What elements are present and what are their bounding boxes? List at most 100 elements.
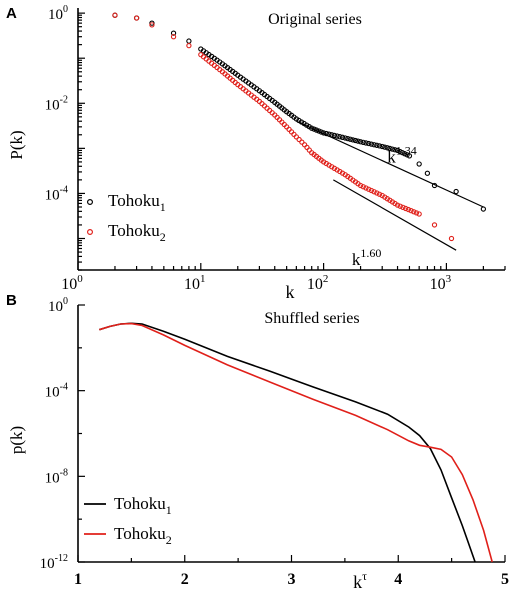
panel-b-axes: 1 2 3 4 5 100 10-4 10-8 10-12 kτ [40, 296, 509, 592]
panel-a-point [366, 140, 372, 147]
panel-b-label: B [6, 292, 17, 309]
panel-a-point [339, 134, 346, 140]
panel-a-point [371, 189, 377, 195]
panel-a-point [416, 211, 422, 217]
panel-b-y-tick-label: 10-8 [45, 467, 68, 486]
panel-a-point [296, 136, 302, 143]
panel-a-point [329, 132, 335, 138]
panel-a-legend: Tohoku1 Tohoku2 [86, 191, 166, 244]
panel-b-legend-label: Tohoku1 [114, 494, 172, 517]
panel-a-legend-label: Tohoku1 [108, 191, 166, 214]
panel-a-point [357, 182, 364, 189]
panel-a-point [186, 38, 192, 44]
panel-a-point [347, 136, 353, 142]
panel-a-point [326, 131, 332, 137]
panel-a-point [170, 30, 177, 36]
panel-b-x-tick-label: 4 [394, 571, 402, 588]
panel-a-point [374, 142, 380, 148]
panel-a-point [350, 137, 356, 143]
panel-b-y-tick-label: 100 [48, 296, 68, 315]
panel-a-point [368, 141, 375, 147]
panel-a-point [133, 15, 140, 21]
panel-a-point [299, 139, 305, 145]
panel-a-point [400, 204, 406, 210]
panel-a-axes: 100 101 102 103 100 10-2 10-4 [45, 4, 506, 293]
panel-a-point [405, 206, 412, 213]
panel-b-x-tick-label: 3 [288, 571, 296, 588]
panel-b-legend-label: Tohoku2 [114, 524, 172, 547]
panel-a-point [149, 20, 155, 26]
panel-a-y-tick-label: 100 [48, 4, 68, 23]
panel-a-point [357, 139, 364, 145]
panel-b-x-axis-label: kτ [353, 569, 367, 592]
panel-b-series-line [99, 322, 493, 563]
panel-b-x-tick-label: 2 [181, 571, 189, 588]
panel-a-point [342, 135, 348, 141]
panel-a-point [453, 188, 459, 195]
panel-a-point [387, 145, 393, 152]
panel-b-lines [99, 322, 493, 563]
panel-b-y-tick-label: 10-4 [45, 382, 68, 401]
panel-a-point [394, 202, 401, 208]
panel-a-x-tick-label: 102 [307, 273, 329, 293]
panel-a-point [170, 34, 177, 40]
panel-a-x-tick-label: 103 [430, 273, 452, 293]
panel-a-fit-label: k1.60 [352, 246, 382, 269]
panel-a-point [149, 22, 155, 28]
panel-a-legend-marker [86, 229, 93, 236]
panel-a-point [371, 142, 377, 148]
panel-b-x-tick-label: 1 [74, 571, 82, 588]
panel-a: A Original series k P(k) 100 101 102 103100… [6, 4, 506, 302]
panel-a-point [448, 235, 455, 242]
panel-a-point [363, 140, 369, 146]
panel-a-point [389, 146, 396, 152]
panel-a-point [413, 210, 420, 216]
panel-a-point [397, 203, 403, 209]
panel-a-x-axis-label: k [286, 282, 295, 302]
panel-a-legend-label: Tohoku2 [108, 221, 166, 244]
panel-b-y-tick-label: 10-12 [40, 553, 68, 572]
panel-a-point [320, 130, 327, 136]
panel-a-point [424, 170, 431, 176]
panel-a-point [376, 191, 383, 197]
panel-a-point [368, 187, 375, 194]
panel-a-points [112, 12, 487, 242]
panel-b: B Shuffled series p(k) 1 2 3 4 510010-410-81… [6, 292, 509, 592]
panel-a-x-tick-label: 101 [184, 273, 206, 293]
panel-a-title: Original series [268, 11, 362, 28]
panel-a-point [360, 184, 366, 190]
panel-a-point [392, 147, 398, 153]
panel-a-point [480, 206, 487, 212]
panel-a-y-tick-label: 10-2 [45, 94, 68, 113]
panel-a-point [376, 143, 383, 149]
panel-a-point [382, 144, 388, 150]
panel-a-x-tick-label: 100 [61, 273, 83, 293]
panel-a-y-tick-label: 10-4 [45, 184, 68, 203]
panel-a-point [402, 205, 409, 212]
panel-a-y-axis-label: P(k) [7, 130, 26, 159]
panel-a-point [431, 222, 438, 228]
panel-a-point [408, 208, 414, 214]
panel-a-point [337, 134, 343, 140]
panel-a-point [366, 186, 372, 192]
panel-a-point [331, 132, 338, 139]
panel-b-legend: Tohoku1 Tohoku2 [84, 494, 172, 547]
panel-a-point [345, 135, 351, 142]
panel-a-point [293, 134, 300, 140]
panel-a-point [416, 161, 422, 167]
panel-a-point [355, 138, 361, 144]
panel-b-x-tick-label: 5 [501, 571, 509, 588]
panel-b-y-axis-label: p(k) [7, 426, 26, 454]
panel-a-point [406, 153, 413, 159]
panel-a-point [363, 185, 369, 191]
panel-a-point [323, 130, 329, 137]
panel-a-legend-marker [86, 199, 93, 206]
panel-a-point [411, 209, 417, 215]
panel-a-point [352, 137, 359, 144]
panel-a-point [360, 139, 366, 146]
panel-a-point [379, 143, 385, 150]
panel-a-point [334, 133, 340, 139]
panel-a-point [384, 145, 390, 151]
panel-a-label: A [6, 5, 17, 22]
